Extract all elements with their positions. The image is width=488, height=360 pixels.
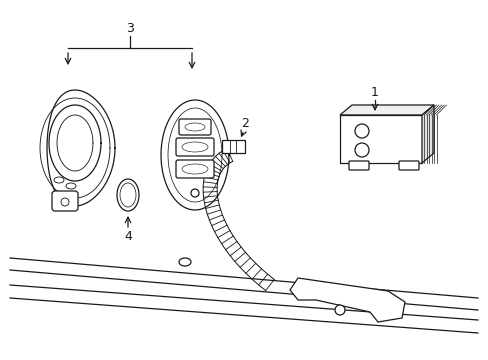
Ellipse shape xyxy=(182,142,207,152)
Ellipse shape xyxy=(66,183,76,189)
Text: 1: 1 xyxy=(370,86,378,99)
Ellipse shape xyxy=(120,183,136,207)
Polygon shape xyxy=(421,105,433,163)
Circle shape xyxy=(191,189,199,197)
Bar xyxy=(339,115,421,163)
FancyBboxPatch shape xyxy=(348,161,368,170)
Circle shape xyxy=(354,124,368,138)
Circle shape xyxy=(354,143,368,157)
FancyBboxPatch shape xyxy=(179,119,210,135)
Polygon shape xyxy=(339,105,433,115)
Ellipse shape xyxy=(179,258,191,266)
Text: 3: 3 xyxy=(126,22,134,35)
Polygon shape xyxy=(289,278,404,322)
FancyBboxPatch shape xyxy=(52,191,78,211)
FancyBboxPatch shape xyxy=(222,140,245,153)
Text: 4: 4 xyxy=(124,230,132,243)
Ellipse shape xyxy=(182,164,207,174)
Text: 2: 2 xyxy=(241,117,248,130)
Ellipse shape xyxy=(184,123,204,131)
Circle shape xyxy=(334,305,345,315)
Ellipse shape xyxy=(117,179,139,211)
Circle shape xyxy=(61,198,69,206)
FancyBboxPatch shape xyxy=(176,138,214,156)
Ellipse shape xyxy=(54,177,64,183)
FancyBboxPatch shape xyxy=(176,160,214,178)
FancyBboxPatch shape xyxy=(398,161,418,170)
